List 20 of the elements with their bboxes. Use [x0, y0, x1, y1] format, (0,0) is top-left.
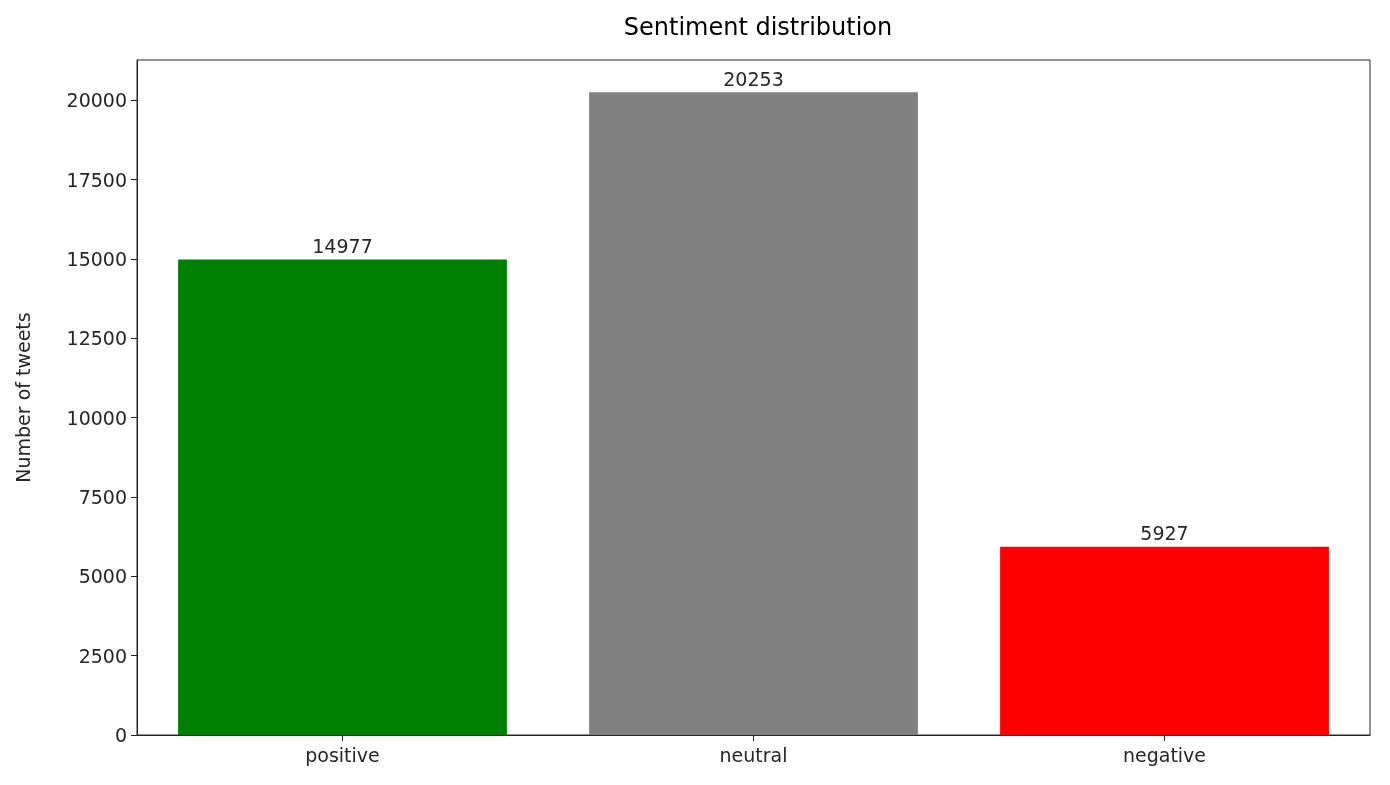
- y-tick-label: 12500: [66, 327, 127, 350]
- y-tick-label: 7500: [78, 485, 127, 508]
- bar: [589, 92, 918, 735]
- y-tick-label: 17500: [66, 168, 127, 191]
- data-label: 20253: [723, 67, 784, 90]
- x-tick-label: neutral: [719, 743, 788, 766]
- bar: [178, 259, 507, 735]
- data-label: 14977: [312, 235, 373, 258]
- x-tick-label: negative: [1122, 743, 1207, 766]
- data-label: 5927: [1140, 522, 1189, 545]
- y-tick-label: 0: [114, 724, 127, 746]
- bar: [1000, 546, 1329, 735]
- y-tick-label: 2500: [78, 644, 127, 667]
- y-tick-label: 15000: [66, 247, 127, 270]
- x-tick-label: positive: [305, 743, 380, 766]
- y-tick-label: 5000: [78, 565, 127, 588]
- chart-title: Sentiment distribution: [623, 13, 893, 41]
- y-tick-label: 10000: [66, 406, 127, 429]
- y-axis-title: Number of tweets: [11, 312, 34, 483]
- y-tick-label: 20000: [66, 89, 127, 112]
